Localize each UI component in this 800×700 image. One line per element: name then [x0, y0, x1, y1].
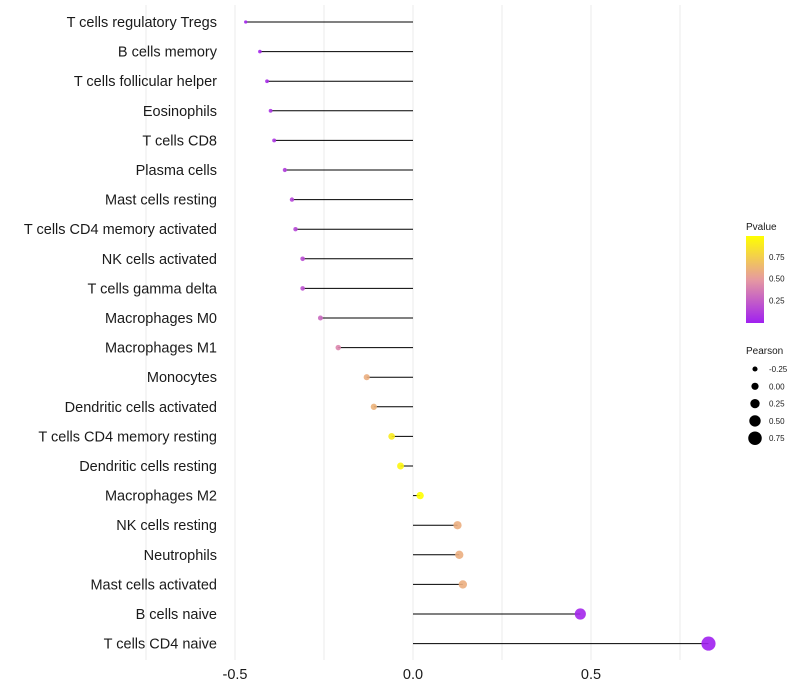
category-label: T cells follicular helper: [74, 74, 217, 90]
point: [363, 374, 370, 381]
category-label: Eosinophils: [143, 104, 217, 120]
point: [289, 197, 295, 202]
point: [300, 286, 305, 291]
point: [701, 636, 716, 651]
lollipop-stems: [245, 21, 709, 645]
pearson-legend-label: 0.50: [769, 417, 785, 426]
category-label: Monocytes: [147, 370, 217, 386]
pearson-legend-dot: [752, 366, 758, 372]
point: [416, 491, 424, 500]
point: [388, 433, 395, 440]
category-label: NK cells activated: [102, 252, 217, 268]
point: [300, 256, 305, 262]
pearson-legend: Pearson -0.25 0.00 0.25 0.50 0.75: [746, 346, 788, 445]
point: [397, 462, 404, 470]
category-label: NK cells resting: [116, 518, 217, 534]
pvalue-legend-title: Pvalue: [746, 222, 777, 233]
pvalue-legend-tick: 0.75: [769, 253, 785, 262]
category-label: Plasma cells: [136, 163, 217, 179]
category-label: Mast cells activated: [90, 577, 217, 593]
point: [265, 79, 269, 84]
pearson-legend-dot: [751, 382, 759, 390]
x-tick-label: -0.5: [223, 667, 248, 683]
category-label: Dendritic cells resting: [79, 459, 217, 475]
category-label: T cells regulatory Tregs: [67, 15, 217, 31]
category-label: Macrophages M0: [105, 311, 217, 327]
x-tick-label: 0.5: [581, 667, 601, 683]
category-label: Dendritic cells activated: [65, 400, 217, 416]
pearson-legend-label: 0.00: [769, 382, 785, 391]
point: [272, 138, 277, 143]
pearson-legend-dot: [748, 431, 762, 445]
category-label: T cells CD8: [142, 133, 217, 149]
lollipop-points: [244, 20, 716, 651]
pvalue-legend: Pvalue 0.75 0.50 0.25: [746, 222, 785, 323]
pvalue-legend-tick: 0.50: [769, 275, 785, 284]
point: [458, 580, 468, 589]
point: [282, 167, 287, 173]
pvalue-colorbar: [746, 236, 764, 323]
pearson-legend-label: -0.25: [769, 365, 788, 374]
point: [293, 226, 298, 232]
point: [335, 344, 341, 351]
pearson-legend-title: Pearson: [746, 346, 783, 357]
point: [244, 20, 248, 24]
pearson-legend-dot: [750, 398, 760, 409]
point: [574, 608, 586, 620]
point: [455, 550, 464, 559]
category-label: T cells CD4 naive: [104, 637, 217, 653]
category-label: Macrophages M2: [105, 489, 217, 505]
pearson-legend-dot: [749, 415, 761, 427]
x-tick-label: 0.0: [403, 667, 423, 683]
category-label: B cells memory: [118, 45, 218, 61]
pvalue-legend-tick: 0.25: [769, 296, 785, 305]
pearson-legend-label: 0.75: [769, 434, 785, 443]
category-label: Macrophages M1: [105, 341, 217, 357]
category-label: T cells CD4 memory activated: [24, 222, 217, 238]
category-label: T cells CD4 memory resting: [38, 429, 217, 445]
category-labels: T cells regulatory Tregs B cells memory T …: [24, 15, 218, 653]
category-label: Mast cells resting: [105, 193, 217, 209]
point: [317, 315, 323, 321]
x-axis-tick-labels: -0.5 0.0 0.5: [223, 667, 602, 683]
point: [453, 521, 462, 530]
vertical-gridlines: [145, 5, 681, 660]
category-label: B cells naive: [136, 607, 217, 623]
pearson-legend-label: 0.25: [769, 400, 785, 409]
category-label: T cells gamma delta: [88, 281, 218, 297]
category-label: Neutrophils: [144, 548, 217, 564]
point: [258, 49, 262, 54]
point: [268, 108, 273, 113]
point: [370, 403, 377, 410]
